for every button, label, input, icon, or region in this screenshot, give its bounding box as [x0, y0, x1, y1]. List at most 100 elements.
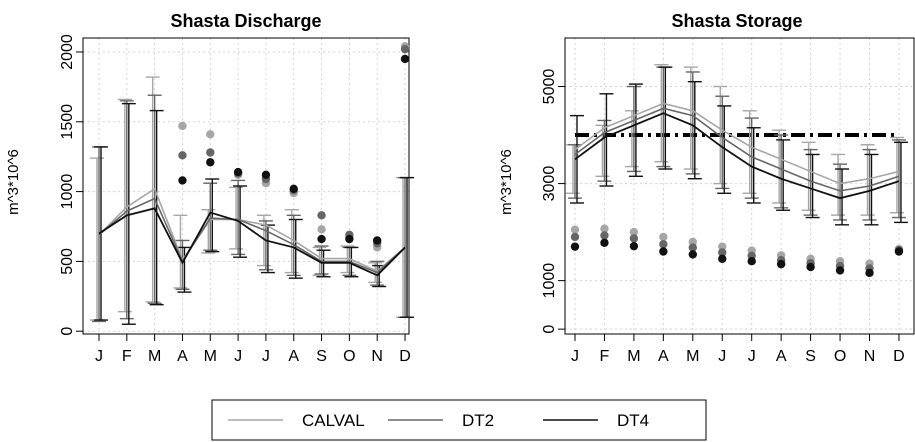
x-tick-label: N [864, 348, 876, 365]
y-axis-label: m^3*10^6 [5, 149, 22, 215]
legend: CALVAL DT2 DT4 [211, 399, 707, 441]
x-tick-label: J [571, 348, 579, 365]
data-point [178, 121, 187, 131]
y-tick-label: 3000 [541, 166, 558, 202]
x-tick-label: S [316, 348, 327, 365]
data-point [865, 268, 874, 278]
chart-title: Shasta Storage [671, 11, 802, 31]
legend-box [211, 399, 707, 441]
legend-entry-dt2: DT2 [388, 411, 494, 430]
data-point [373, 236, 382, 245]
data-point [629, 241, 639, 251]
y-axis: 0 500 1000 1500 2000 [59, 34, 83, 336]
x-tick-label: J [95, 348, 103, 365]
y-tick-label: 2000 [59, 34, 76, 70]
series-line-dt4 [574, 112, 900, 200]
legend-entry-dt4: DT4 [543, 411, 649, 430]
legend-entry-calval: CALVAL [228, 411, 365, 430]
data-point [570, 242, 580, 251]
y-tick-label: 0 [541, 325, 558, 334]
y-tick-label: 5000 [541, 69, 558, 105]
x-tick-label: D [399, 348, 411, 365]
x-tick-label: A [658, 348, 669, 365]
chart-title: Shasta Discharge [170, 11, 321, 31]
points-dt4 [570, 238, 904, 278]
data-point [659, 247, 668, 256]
x-tick-label: J [748, 348, 756, 365]
data-point [178, 151, 187, 160]
data-point [629, 227, 639, 237]
points-calval [570, 224, 904, 268]
data-point [688, 243, 697, 252]
data-point [629, 234, 639, 243]
data-point [345, 234, 354, 244]
data-point [600, 224, 609, 233]
x-tick-label: M [627, 348, 640, 365]
data-point [261, 170, 271, 180]
series-line-calval [98, 187, 406, 273]
plot-frame [82, 37, 410, 335]
x-tick-label: J [234, 348, 242, 365]
x-tick-label: A [776, 348, 787, 365]
legend-label-dt4: DT4 [617, 411, 649, 430]
y-axis-label: m^3*10^6 [498, 149, 515, 215]
range-calval [566, 63, 904, 216]
x-tick-label: O [834, 348, 846, 365]
y-tick-label: 1000 [541, 263, 558, 299]
series-line-dt4 [98, 207, 406, 277]
legend-label-dt2: DT2 [462, 411, 494, 430]
x-tick-label: M [148, 348, 161, 365]
data-point [317, 225, 326, 234]
data-point [400, 44, 410, 54]
data-point [718, 248, 727, 257]
range-dt2 [92, 94, 413, 323]
series-line-dt2 [98, 197, 406, 274]
data-point [206, 130, 215, 139]
data-point [206, 158, 215, 167]
x-tick-label: O [343, 348, 355, 365]
data-point [894, 247, 904, 256]
points-dt4 [178, 54, 410, 245]
y-axis: 0 1000 3000 5000 [541, 69, 565, 334]
x-tick-label: D [893, 348, 905, 365]
range-dt4 [94, 102, 415, 325]
data-point [659, 240, 668, 249]
x-tick-label: M [686, 348, 699, 365]
plot-frame [564, 37, 915, 335]
data-point [178, 176, 187, 185]
range-dt4 [570, 66, 908, 226]
x-tick-label: J [262, 348, 270, 365]
x-tick-label: S [805, 348, 816, 365]
data-point [718, 242, 727, 251]
data-point [659, 232, 668, 242]
y-tick-label: 500 [59, 248, 76, 275]
series-line-calval [574, 102, 900, 185]
y-tick-label: 1000 [59, 174, 76, 210]
data-point [806, 262, 815, 272]
x-tick-label: N [371, 348, 383, 365]
points-dt2 [570, 231, 904, 273]
data-point [600, 231, 609, 240]
data-point [206, 148, 215, 157]
data-point [317, 211, 326, 220]
data-point [400, 54, 410, 64]
x-tick-label: M [204, 348, 217, 365]
data-point [600, 238, 609, 247]
grid [565, 38, 914, 334]
data-point [688, 237, 697, 247]
data-point [747, 257, 756, 266]
data-point [570, 225, 580, 234]
data-point [317, 234, 326, 244]
discharge-chart: Shasta Discharge m^3*10^6 0 500 1000 1500 20… [5, 11, 415, 365]
data-point [233, 167, 243, 177]
x-tick-label: F [600, 348, 610, 365]
range-dt2 [568, 66, 906, 221]
y-tick-label: 0 [59, 327, 76, 336]
data-point [718, 254, 727, 263]
data-point [776, 259, 786, 269]
x-tick-label: A [177, 348, 188, 365]
